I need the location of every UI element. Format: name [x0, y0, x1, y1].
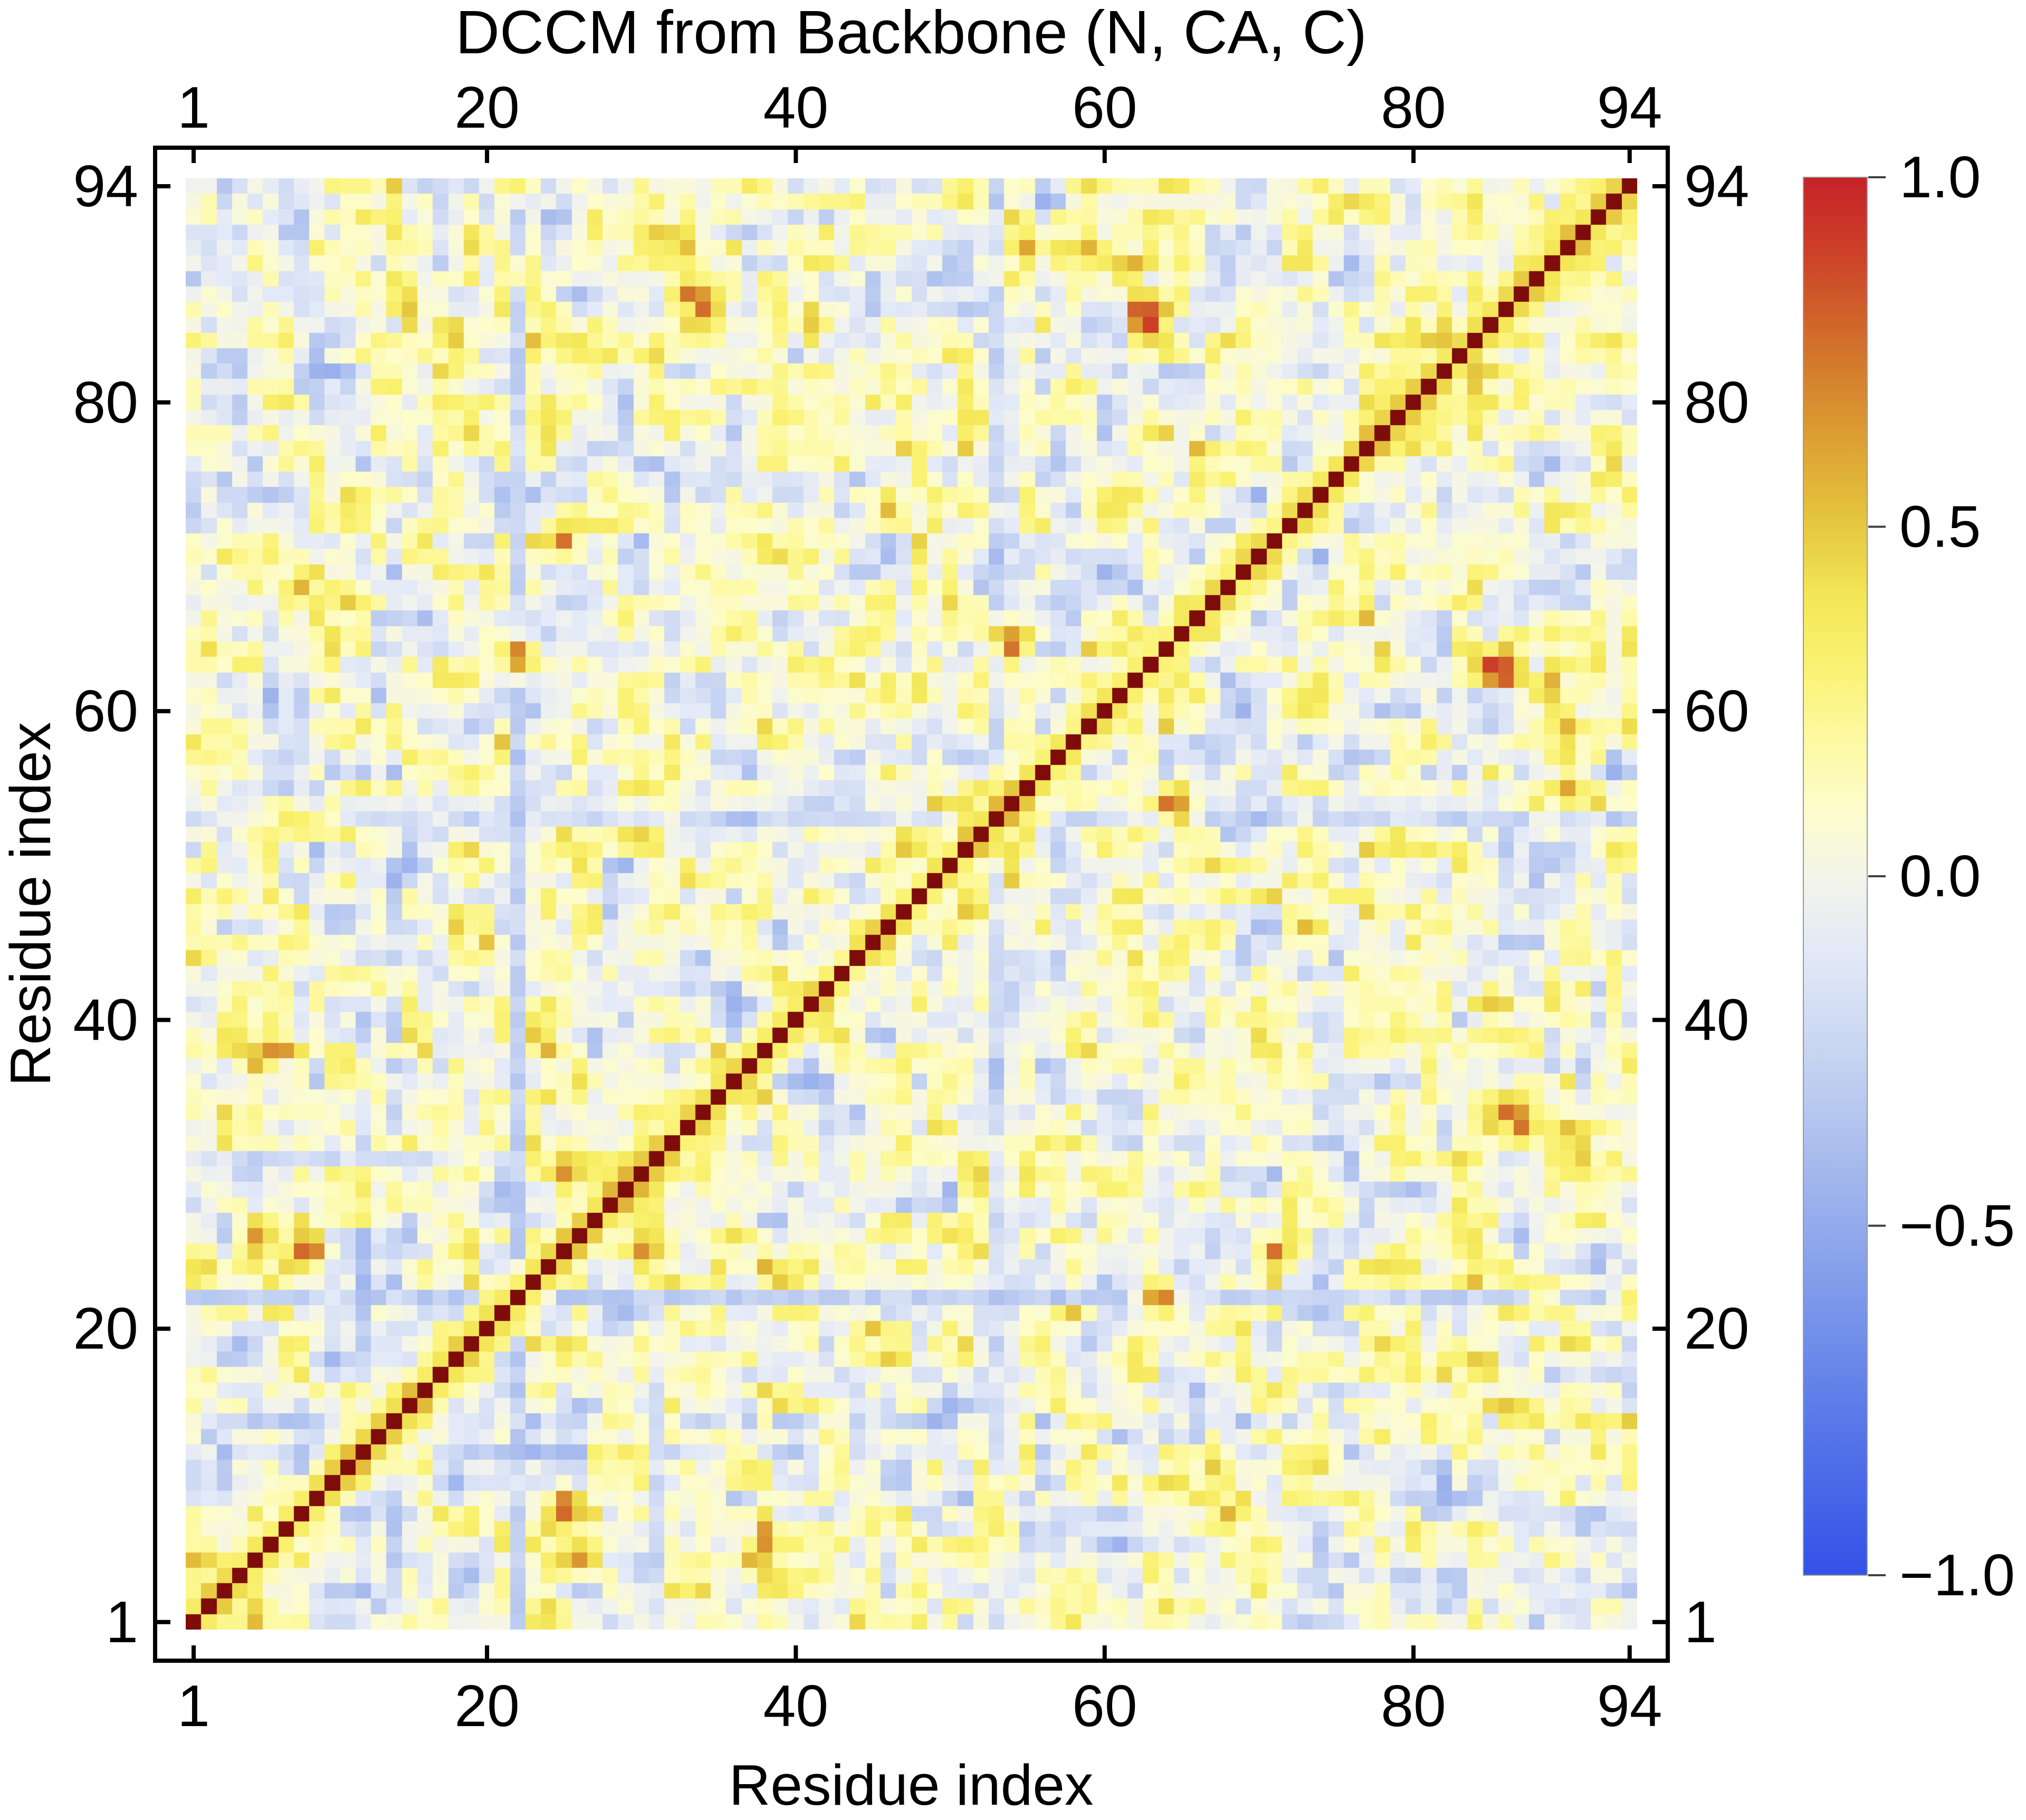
y-tick-right-40: [1652, 1018, 1666, 1022]
y-tick-left-1: [157, 1620, 170, 1624]
colorbar-tick-labels: 1.0 0.5 0.0 −0.5 −1.0: [1899, 145, 2015, 1608]
y-tick-right-60: [1652, 709, 1666, 714]
y-tick-label-right-60: 60: [1684, 678, 1749, 744]
y-tick-label-right-80: 80: [1684, 370, 1749, 435]
x-tick-label-top-80: 80: [1381, 75, 1446, 140]
x-tick-label-bottom-1: 1: [177, 1673, 210, 1739]
colorbar-tick--0.5: [1868, 1224, 1886, 1227]
x-tick-bottom-20: [485, 1645, 490, 1659]
colorbar-ticks: [1868, 176, 1886, 1576]
y-tick-label-right-94: 94: [1684, 154, 1749, 219]
chart-title: DCCM from Backbone (N, CA, C): [455, 0, 1366, 66]
x-tick-label-top-40: 40: [763, 75, 828, 140]
x-tick-label-bottom-80: 80: [1381, 1673, 1446, 1739]
y-tick-right-20: [1652, 1326, 1666, 1331]
x-tick-label-top-1: 1: [177, 75, 210, 140]
colorbar-tick--1: [1868, 1574, 1886, 1576]
colorbar-tick-label-0.5: 0.5: [1899, 494, 1981, 560]
x-tick-label-top-60: 60: [1072, 75, 1137, 140]
y-tick-label-left-1: 1: [106, 1589, 138, 1655]
x-tick-label-bottom-40: 40: [763, 1673, 828, 1739]
y-tick-left-94: [157, 184, 170, 189]
y-tick-label-left-94: 94: [73, 154, 138, 219]
x-tick-top-20: [485, 150, 490, 163]
y-tick-right-80: [1652, 400, 1666, 405]
y-tick-label-left-40: 40: [73, 987, 138, 1052]
colorbar-tick-label-1: 1.0: [1899, 145, 1981, 210]
colorbar-tick-label--0.5: −0.5: [1899, 1193, 2015, 1259]
plot-frame: [153, 146, 1670, 1663]
x-tick-bottom-1: [192, 1645, 196, 1659]
x-tick-top-1: [192, 150, 196, 163]
x-tick-top-94: [1627, 150, 1632, 163]
y-tick-right-94: [1652, 184, 1666, 189]
x-tick-label-bottom-20: 20: [454, 1673, 519, 1739]
x-tick-label-top-20: 20: [454, 75, 519, 140]
x-tick-bottom-40: [794, 1645, 798, 1659]
y-tick-label-right-1: 1: [1684, 1589, 1717, 1655]
y-tick-label-right-20: 20: [1684, 1296, 1749, 1362]
x-axis-label: Residue index: [729, 1753, 1094, 1817]
heatmap-cells-canvas: [186, 178, 1637, 1630]
x-tick-bottom-94: [1627, 1645, 1632, 1659]
x-tick-label-top-94: 94: [1597, 75, 1662, 140]
x-tick-label-bottom-60: 60: [1072, 1673, 1137, 1739]
y-tick-right-1: [1652, 1620, 1666, 1624]
y-tick-left-60: [157, 709, 170, 714]
y-tick-left-40: [157, 1018, 170, 1022]
x-tick-top-60: [1102, 150, 1107, 163]
x-tick-bottom-80: [1411, 1645, 1416, 1659]
colorbar: [1803, 177, 1868, 1576]
y-tick-left-20: [157, 1326, 170, 1331]
colorbar-tick-1: [1868, 176, 1886, 178]
y-tick-label-left-60: 60: [73, 678, 138, 744]
x-tick-bottom-60: [1102, 1645, 1107, 1659]
y-tick-label-right-40: 40: [1684, 987, 1749, 1052]
x-tick-top-40: [794, 150, 798, 163]
y-axis-label: Residue index: [0, 722, 63, 1087]
y-tick-label-left-20: 20: [73, 1296, 138, 1362]
axis-ticks: [157, 150, 1666, 1659]
colorbar-tick-0.5: [1868, 525, 1886, 528]
y-tick-left-80: [157, 400, 170, 405]
colorbar-tick-label--1: −1.0: [1899, 1543, 2015, 1608]
y-tick-label-left-80: 80: [73, 370, 138, 435]
x-tick-label-bottom-94: 94: [1597, 1673, 1662, 1739]
colorbar-tick-label-0: 0.0: [1899, 844, 1981, 909]
colorbar-tick-0: [1868, 875, 1886, 877]
x-tick-top-80: [1411, 150, 1416, 163]
